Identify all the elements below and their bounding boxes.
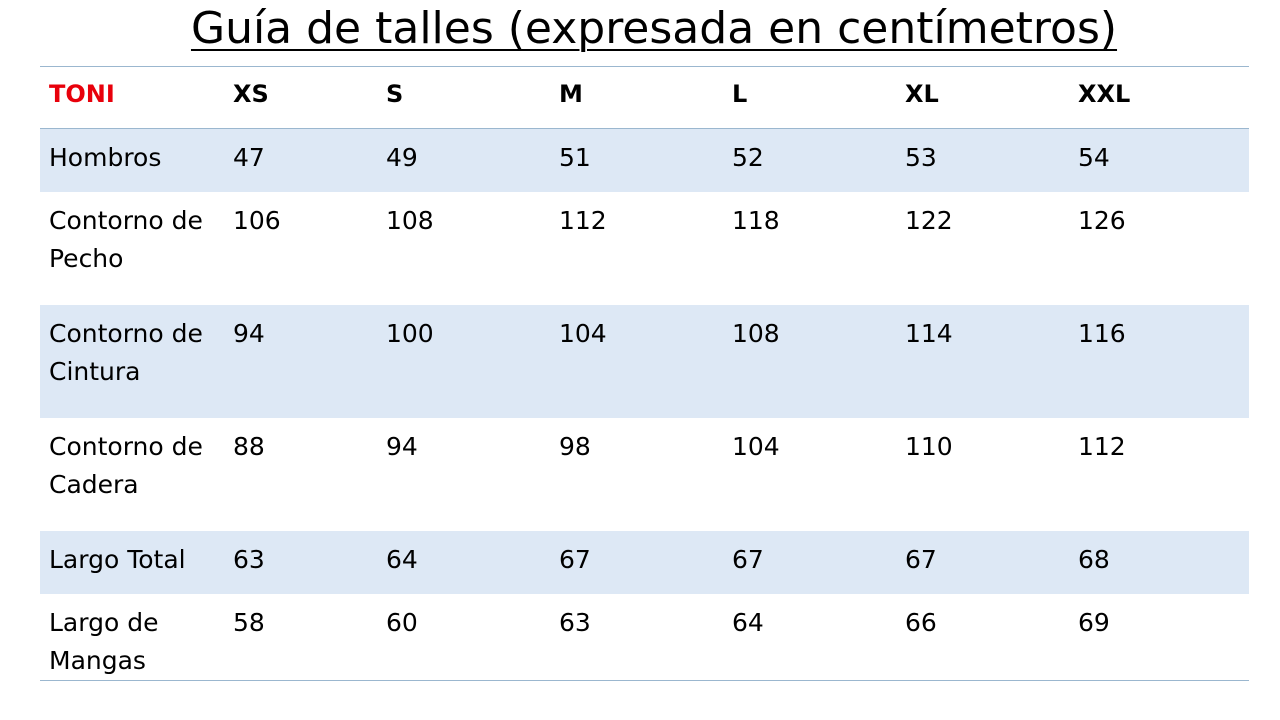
size-header: S xyxy=(386,80,404,108)
table-cell: 122 xyxy=(905,205,953,235)
size-header: XL xyxy=(905,80,939,108)
table-cell: 108 xyxy=(732,318,780,348)
table-row: Hombros 47 49 51 52 53 54 xyxy=(40,128,1249,192)
table-row: Largo Total 63 64 67 67 67 68 xyxy=(40,530,1249,594)
table-cell: 63 xyxy=(559,607,591,637)
table-row: Contorno de Cintura 94 100 104 108 114 1… xyxy=(40,304,1249,418)
table-cell: 51 xyxy=(559,143,591,172)
table-cell: 88 xyxy=(233,431,265,461)
table-cell: 67 xyxy=(559,544,591,574)
row-label: Largo de Mangas xyxy=(49,607,159,675)
table-cell: 94 xyxy=(233,318,265,348)
table-cell: 94 xyxy=(386,431,418,461)
table-cell: 110 xyxy=(905,431,953,461)
row-label: Contorno de Cadera xyxy=(49,431,203,499)
table-cell: 126 xyxy=(1078,205,1126,235)
row-label: Hombros xyxy=(49,143,162,172)
table-row: Contorno de Cadera 88 94 98 104 110 112 xyxy=(40,418,1249,531)
table-cell: 64 xyxy=(732,607,764,637)
table-cell: 98 xyxy=(559,431,591,461)
table-cell: 114 xyxy=(905,318,953,348)
table-cell: 63 xyxy=(233,544,265,574)
table-cell: 66 xyxy=(905,607,937,637)
table-cell: 49 xyxy=(386,143,418,172)
table-cell: 69 xyxy=(1078,607,1110,637)
table-cell: 64 xyxy=(386,544,418,574)
size-header: XS xyxy=(233,80,269,108)
table-cell: 47 xyxy=(233,143,265,172)
table-row: Largo de Mangas 58 60 63 64 66 69 xyxy=(40,594,1249,680)
size-header: XXL xyxy=(1078,80,1131,108)
row-label: Largo Total xyxy=(49,544,186,574)
table-cell: 52 xyxy=(732,143,764,172)
table-header-row: TONI XS S M L XL XXL xyxy=(40,66,1249,129)
table-cell: 53 xyxy=(905,143,937,172)
table-row: Contorno de Pecho 106 108 112 118 122 12… xyxy=(40,192,1249,305)
table-cell: 54 xyxy=(1078,143,1110,172)
size-header: L xyxy=(732,80,748,108)
table-cell: 100 xyxy=(386,318,434,348)
table-cell: 60 xyxy=(386,607,418,637)
table-cell: 58 xyxy=(233,607,265,637)
table-cell: 104 xyxy=(559,318,607,348)
table-cell: 67 xyxy=(732,544,764,574)
size-table: TONI XS S M L XL XXL Hombros 47 49 51 52… xyxy=(40,66,1249,681)
table-cell: 106 xyxy=(233,205,281,235)
table-cell: 67 xyxy=(905,544,937,574)
row-label: Contorno de Cintura xyxy=(49,318,203,386)
page-title: Guía de talles (expresada en centímetros… xyxy=(190,3,1118,54)
size-header: M xyxy=(559,80,583,108)
table-cell: 68 xyxy=(1078,544,1110,574)
table-cell: 104 xyxy=(732,431,780,461)
table-cell: 108 xyxy=(386,205,434,235)
brand-label: TONI xyxy=(49,80,115,108)
table-cell: 116 xyxy=(1078,318,1126,348)
table-cell: 112 xyxy=(559,205,607,235)
table-cell: 112 xyxy=(1078,431,1126,461)
table-cell: 118 xyxy=(732,205,780,235)
row-label: Contorno de Pecho xyxy=(49,205,203,273)
